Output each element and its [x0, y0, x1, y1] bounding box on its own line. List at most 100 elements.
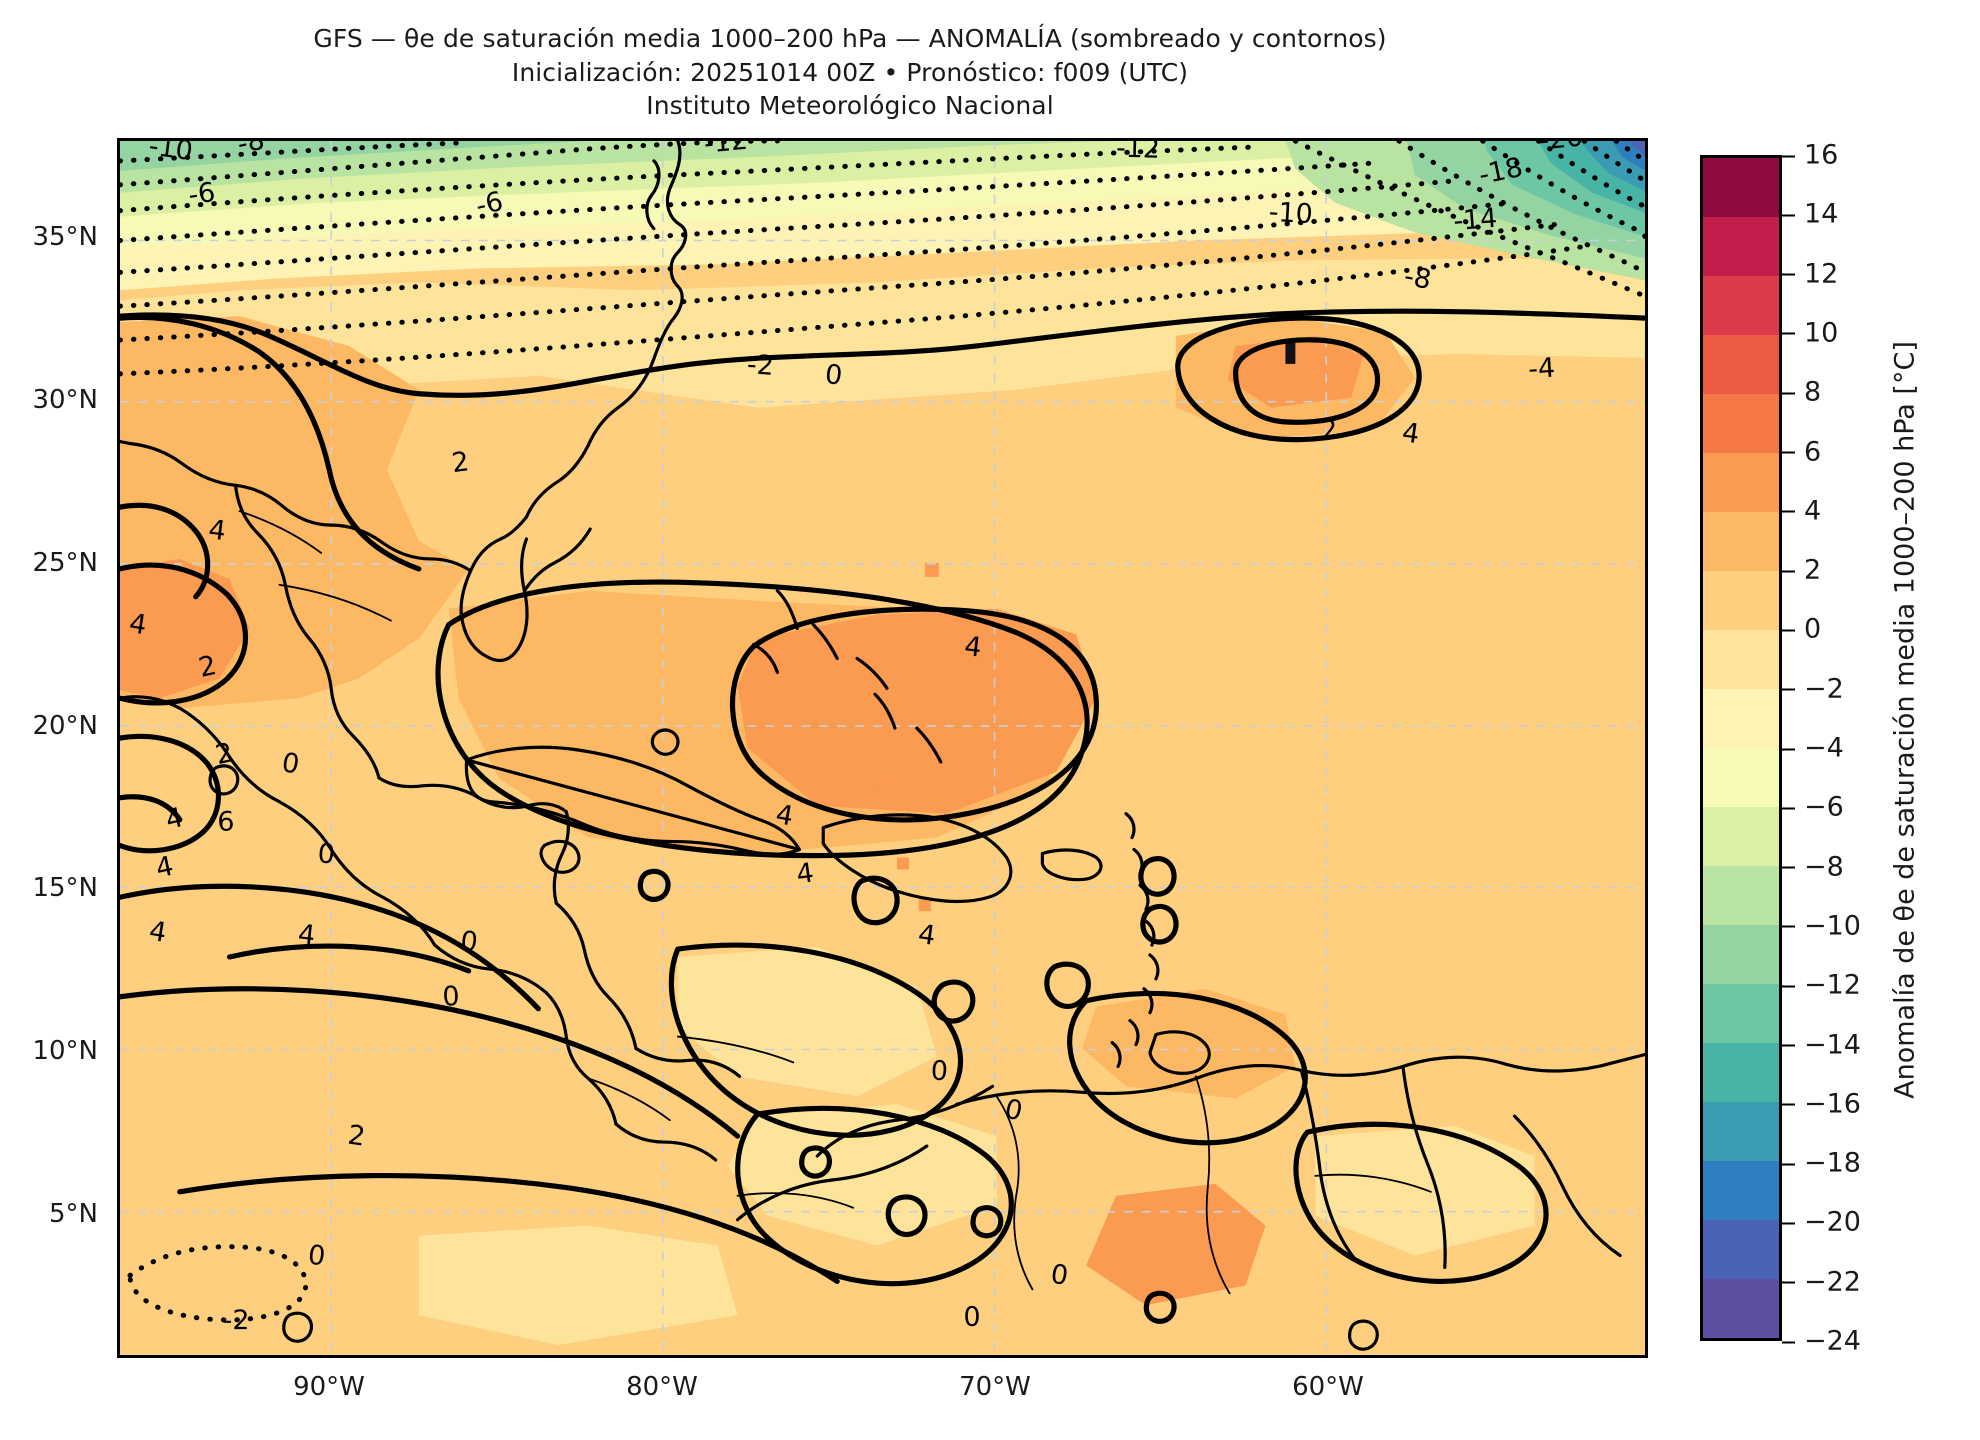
title-line-2: Inicialización: 20251014 00Z • Pronóstic… — [0, 56, 1700, 90]
colorbar-tick-label: −14 — [1782, 1029, 1861, 1060]
colorbar-tick-label: −24 — [1782, 1326, 1861, 1357]
colorbar-swatch — [1703, 866, 1779, 925]
colorbar-tick-mark — [1782, 867, 1795, 869]
contour-label: -12 — [1116, 141, 1161, 165]
ytick-label: 25°N — [0, 548, 98, 578]
colorbar-tick-mark — [1782, 333, 1795, 335]
colorbar-tick-mark — [1782, 807, 1795, 809]
colorbar-tick-mark — [1782, 570, 1795, 572]
colorbar-tick-mark — [1782, 748, 1795, 750]
colorbar-swatch — [1703, 1279, 1779, 1338]
colorbar-tick-mark — [1782, 985, 1795, 987]
colorbar-swatch — [1703, 453, 1779, 512]
colorbar-tick-label: −16 — [1782, 1088, 1861, 1119]
colorbar-tick-mark — [1782, 926, 1795, 928]
colorbar-tick-label: 2 — [1782, 555, 1821, 586]
colorbar-axis-label: Anomalía de θe de saturación media 1000–… — [1890, 341, 1921, 1099]
colorbar-tick-label: −2 — [1782, 673, 1844, 704]
colorbar-swatch — [1703, 1220, 1779, 1279]
contour-label: -2 — [223, 1305, 250, 1336]
ytick-label: 30°N — [0, 385, 98, 415]
colorbar-swatch — [1703, 630, 1779, 689]
colorbar-swatch — [1703, 394, 1779, 453]
contour-label: 0 — [459, 926, 479, 959]
colorbar-swatch — [1703, 1043, 1779, 1102]
colorbar-tick-mark — [1782, 214, 1795, 216]
colorbar-tick-label: −22 — [1782, 1266, 1861, 1297]
chart-title-block: GFS — θe de saturación media 1000–200 hP… — [0, 22, 1700, 123]
contour-label: -8 — [1402, 261, 1434, 296]
contour-label: -10 — [1268, 197, 1314, 230]
colorbar-tick-label: 0 — [1782, 614, 1821, 645]
map-clip: -10-8-6-6-12-12-20-18-14-10-8-20-4242442… — [120, 141, 1645, 1355]
colorbar[interactable] — [1700, 155, 1782, 1341]
colorbar-tick-label: 8 — [1782, 377, 1821, 408]
contour-label: -14 — [1452, 203, 1498, 237]
contour-label: 4 — [296, 919, 316, 952]
colorbar-swatch — [1703, 748, 1779, 807]
colorbar-swatch — [1703, 571, 1779, 630]
colorbar-tick-label: 14 — [1782, 199, 1838, 230]
colorbar-tick-label: −18 — [1782, 1148, 1861, 1179]
colorbar-tick-label: 16 — [1782, 140, 1838, 171]
xtick-label: 90°W — [293, 1372, 365, 1402]
colorbar-swatch — [1703, 276, 1779, 335]
colorbar-swatch — [1703, 217, 1779, 276]
colorbar-tick-label: 12 — [1782, 258, 1838, 289]
contour-label: 0 — [963, 1302, 980, 1333]
title-line-3: Instituto Meteorológico Nacional — [0, 89, 1700, 123]
contour-label: 0 — [824, 359, 844, 392]
colorbar-swatch — [1703, 512, 1779, 571]
colorbar-tick-mark — [1782, 1104, 1795, 1106]
colorbar-tick-label: 10 — [1782, 317, 1838, 348]
title-line-1: GFS — θe de saturación media 1000–200 hP… — [0, 22, 1700, 56]
colorbar-swatch — [1703, 335, 1779, 394]
colorbar-tick-mark — [1782, 1045, 1795, 1047]
ytick-label: 10°N — [0, 1036, 98, 1066]
xtick-label: 80°W — [626, 1372, 698, 1402]
colorbar-swatch — [1703, 1102, 1779, 1161]
colorbar-tick-mark — [1782, 1341, 1795, 1343]
map-canvas: -10-8-6-6-12-12-20-18-14-10-8-20-4242442… — [120, 141, 1645, 1355]
colorbar-tick-mark — [1782, 155, 1795, 157]
colorbar-tick-mark — [1782, 1222, 1795, 1224]
colorbar-swatch — [1703, 807, 1779, 866]
colorbar-tick-mark — [1782, 629, 1795, 631]
ytick-label: 20°N — [0, 711, 98, 741]
contour-label: -6 — [186, 177, 217, 211]
xtick-label: 60°W — [1292, 1372, 1364, 1402]
colorbar-tick-label: 6 — [1782, 436, 1821, 467]
xtick-label: 70°W — [959, 1372, 1031, 1402]
colorbar-swatch — [1703, 158, 1779, 217]
colorbar-tick-mark — [1782, 392, 1795, 394]
contour-label: 2 — [1319, 414, 1339, 447]
colorbar-tick-mark — [1782, 452, 1795, 454]
contour-label: 4 — [963, 631, 984, 664]
contour-label: -2 — [746, 349, 775, 382]
colorbar-tick-label: −8 — [1782, 851, 1844, 882]
colorbar-tick-mark — [1782, 1163, 1795, 1165]
colorbar-tick-label: −10 — [1782, 910, 1861, 941]
colorbar-tick-label: −12 — [1782, 970, 1861, 1001]
colorbar-tick-label: 4 — [1782, 495, 1821, 526]
colorbar-tick-mark — [1782, 274, 1795, 276]
colorbar-tick-label: −20 — [1782, 1207, 1861, 1238]
colorbar-swatch — [1703, 689, 1779, 748]
colorbar-tick-mark — [1782, 689, 1795, 691]
colorbar-swatch — [1703, 1161, 1779, 1220]
colorbar-tick-mark — [1782, 511, 1795, 513]
contour-label: -4 — [1527, 353, 1556, 386]
contour-label: 0 — [930, 1055, 949, 1087]
ytick-label: 35°N — [0, 222, 98, 252]
contour-label: 6 — [217, 806, 235, 837]
colorbar-tick-label: −4 — [1782, 733, 1844, 764]
contour-label: 0 — [442, 981, 461, 1013]
colorbar-tick-label: −6 — [1782, 792, 1844, 823]
colorbar-tick-group: 16 14 12 10 8 6 4 2 0 −2 −4 −6 −8 −10 −12 −14 −16 −18 −20 −… — [1782, 155, 1902, 1341]
contour-label: 0 — [316, 838, 336, 870]
map-plot-area[interactable]: -10-8-6-6-12-12-20-18-14-10-8-20-4242442… — [117, 138, 1648, 1358]
ytick-label: 15°N — [0, 873, 98, 903]
colorbar-swatch — [1703, 925, 1779, 984]
colorbar-swatch — [1703, 984, 1779, 1043]
colorbar-tick-mark — [1782, 1282, 1795, 1284]
